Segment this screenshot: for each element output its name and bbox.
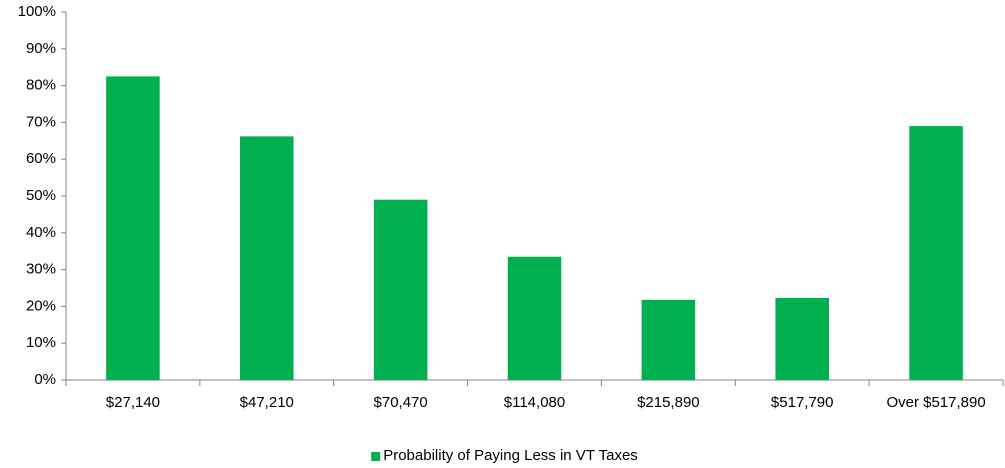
x-tick-label: $517,790	[771, 394, 834, 411]
x-tick-label: $70,470	[374, 394, 428, 411]
y-tick-label: 40%	[26, 224, 56, 241]
legend-swatch	[371, 452, 381, 461]
y-tick-label: 0%	[34, 371, 56, 388]
bar	[507, 256, 562, 380]
y-tick-label: 60%	[26, 150, 56, 167]
bar	[240, 136, 294, 380]
x-tick-label: $27,140	[106, 394, 160, 411]
bar	[373, 199, 428, 380]
y-tick-label: 10%	[26, 334, 56, 351]
bar	[106, 76, 160, 381]
y-tick-label: 90%	[26, 40, 56, 57]
x-tick-label: Over $517,890	[886, 394, 985, 411]
y-tick-label: 30%	[26, 261, 56, 278]
y-tick-label: 70%	[26, 113, 56, 130]
y-tick-label: 20%	[26, 297, 56, 314]
bar	[641, 299, 696, 380]
y-tick-label: 100%	[18, 3, 56, 20]
x-tick-label: $114,080	[504, 394, 565, 411]
x-tick-label: $47,210	[240, 394, 294, 411]
bar	[909, 126, 963, 380]
bar	[775, 297, 829, 380]
y-tick-label: 50%	[26, 187, 56, 204]
legend-label: Probability of Paying Less in VT Taxes	[383, 447, 638, 464]
x-tick-label: $215,890	[637, 394, 700, 411]
y-tick-label: 80%	[26, 77, 56, 94]
